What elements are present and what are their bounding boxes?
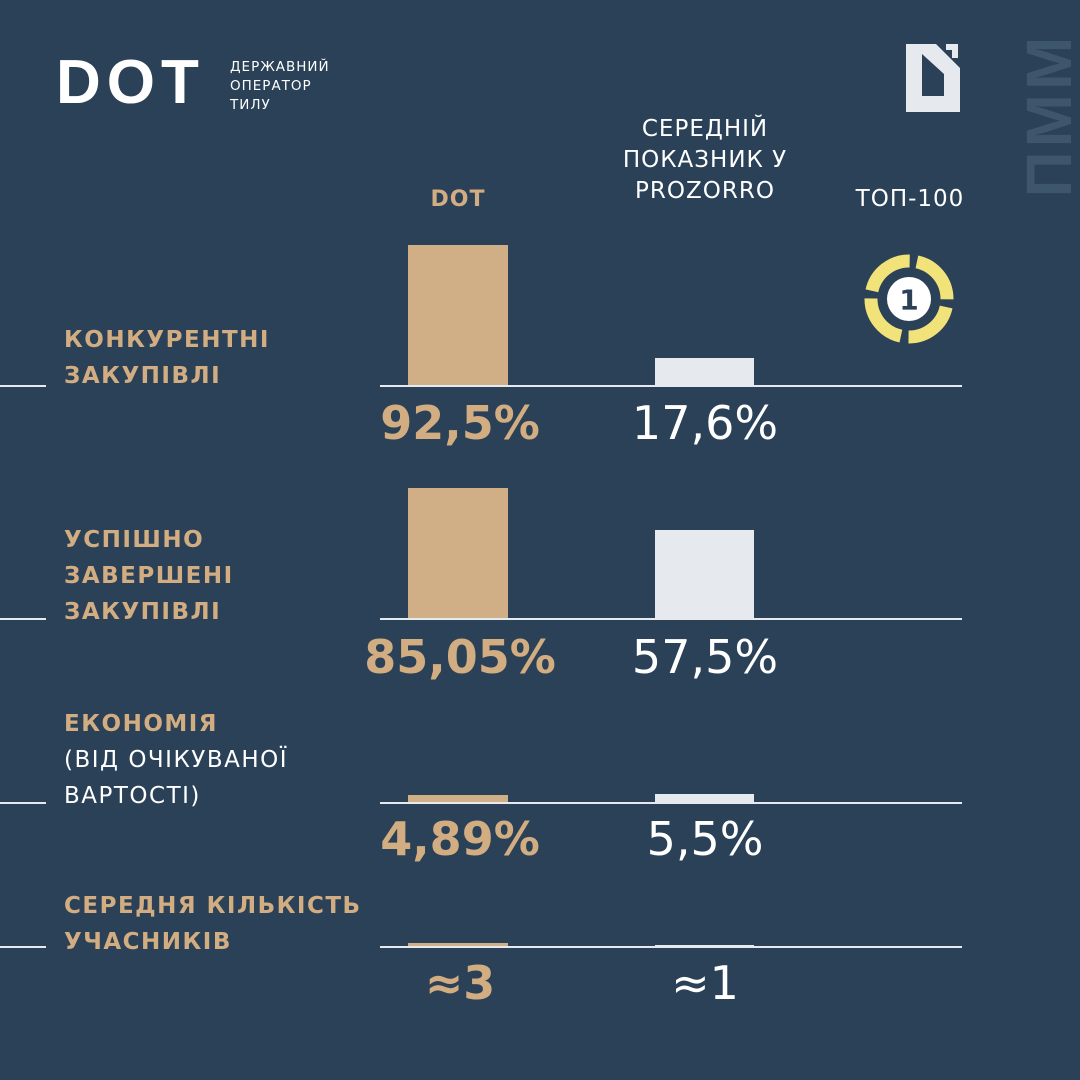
value-label-prozorro: 57,5% <box>631 630 779 684</box>
bar-prozorro <box>655 358 754 385</box>
column-header-line: СЕРЕДНІЙ <box>641 116 769 142</box>
column-header-dot: DOT <box>430 187 486 212</box>
row-baseline <box>380 385 962 387</box>
row-label: СЕРЕДНЯ КІЛЬКІСТЬ УЧАСНИКІВ <box>64 888 362 960</box>
bar-dot <box>408 794 508 802</box>
row-label-subline: (ВІД ОЧІКУВАНОЇ <box>64 747 289 773</box>
value-label-prozorro: 5,5% <box>646 812 764 866</box>
row-label-line: УЧАСНИКІВ <box>64 929 232 955</box>
logo-subtitle: ДЕРЖАВНИЙ ОПЕРАТОР ТИЛУ <box>230 58 330 115</box>
row-label: УСПІШНО ЗАВЕРШЕНІ ЗАКУПІВЛІ <box>64 522 234 630</box>
logo-subtitle-line: ТИЛУ <box>230 97 271 113</box>
row-baseline <box>380 802 962 804</box>
side-text-decoration: ПММ <box>1014 33 1080 198</box>
value-label-dot: 85,05% <box>364 630 556 684</box>
bar-dot <box>408 488 508 618</box>
bar-prozorro <box>655 945 754 946</box>
row-label-line: ЗАВЕРШЕНІ <box>64 563 234 589</box>
top-rank-badge-icon: 1 <box>864 254 954 344</box>
top-rank-number: 1 <box>899 284 918 317</box>
bar-dot <box>408 943 508 946</box>
value-label-dot: 4,89% <box>380 812 540 866</box>
row-label-line: СЕРЕДНЯ КІЛЬКІСТЬ <box>64 893 362 919</box>
side-text: ПММ <box>1014 33 1080 198</box>
column-header-top100: ТОП-100 <box>855 186 965 212</box>
row-label: ЕКОНОМІЯ (ВІД ОЧІКУВАНОЇ ВАРТОСТІ) <box>64 706 288 814</box>
row-baseline-left <box>0 802 46 804</box>
row-label-line: УСПІШНО <box>64 527 205 553</box>
column-header-line: ПОКАЗНИК У <box>622 147 788 173</box>
row-label-line: ЗАКУПІВЛІ <box>64 363 222 389</box>
logo-subtitle-line: ДЕРЖАВНИЙ <box>230 59 330 75</box>
bar-dot <box>408 245 508 385</box>
column-header-line: PROZORRO <box>635 178 775 204</box>
value-label-dot: ≈3 <box>424 956 496 1010</box>
row-baseline-left <box>0 618 46 620</box>
row-label-line: ЕКОНОМІЯ <box>64 711 219 737</box>
pmm-emblem-icon <box>906 44 960 112</box>
value-label-dot: 92,5% <box>380 396 540 450</box>
row-label: КОНКУРЕНТНІ ЗАКУПІВЛІ <box>64 322 270 394</box>
row-baseline <box>380 618 962 620</box>
column-header-prozorro: СЕРЕДНІЙ ПОКАЗНИК У PROZORRO <box>600 114 810 207</box>
bar-prozorro <box>655 794 754 802</box>
dot-logo: DOT <box>56 48 205 117</box>
value-label-prozorro: ≈1 <box>671 956 739 1010</box>
logo-subtitle-line: ОПЕРАТОР <box>230 78 312 94</box>
value-label-prozorro: 17,6% <box>631 396 779 450</box>
row-label-line: КОНКУРЕНТНІ <box>64 327 270 353</box>
bar-prozorro <box>655 530 754 618</box>
row-label-subline: ВАРТОСТІ) <box>64 783 201 809</box>
row-label-line: ЗАКУПІВЛІ <box>64 599 222 625</box>
row-baseline-left <box>0 946 46 948</box>
row-baseline-left <box>0 385 46 387</box>
row-baseline <box>380 946 962 948</box>
